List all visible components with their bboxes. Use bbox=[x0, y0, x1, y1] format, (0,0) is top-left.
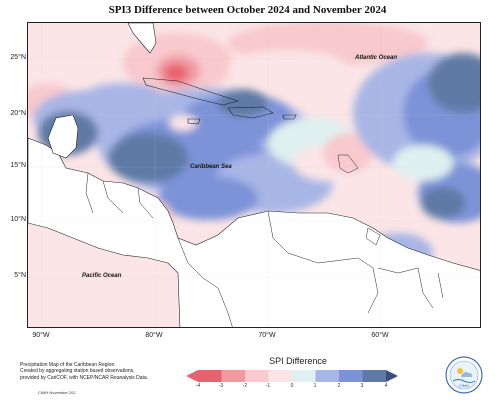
legend-tick: -3 bbox=[218, 383, 224, 389]
spi-map bbox=[27, 22, 481, 328]
legend-swatch-3 bbox=[268, 370, 292, 382]
lat-label-10n: 10°N bbox=[10, 216, 26, 223]
lat-label-15n: 15°N bbox=[10, 162, 26, 169]
logo-text: CIMH bbox=[459, 383, 469, 388]
spi-map-svg bbox=[28, 23, 480, 327]
legend-tick: 4 bbox=[384, 383, 388, 389]
legend-swatch-6 bbox=[339, 370, 363, 382]
lon-label-90w: 90°W bbox=[32, 332, 50, 339]
legend-tick: -2 bbox=[242, 383, 248, 389]
map-footnote: Precipitation Map of the Caribbean Regio… bbox=[20, 362, 190, 381]
label-pacific-ocean: Pacific Ocean bbox=[82, 273, 122, 279]
legend-swatch-7 bbox=[362, 370, 386, 382]
lon-label-70w: 70°W bbox=[258, 332, 276, 339]
legend-ticks: -4 -3 -2 -1 0 1 2 3 4 bbox=[0, 383, 495, 393]
legend-tick: 3 bbox=[360, 383, 364, 389]
legend-title: SPI Difference bbox=[269, 356, 327, 366]
lon-label-60w: 60°W bbox=[371, 332, 389, 339]
footnote-line-2: Created by aggregating station based obs… bbox=[20, 368, 135, 375]
label-atlantic-ocean: Atlantic Ocean bbox=[355, 55, 398, 61]
legend-arrow-left bbox=[186, 370, 198, 382]
lon-label-80w: 80°W bbox=[145, 332, 163, 339]
footnote-line-1: Precipitation Map of the Caribbean Regio… bbox=[20, 362, 116, 368]
graticule bbox=[28, 23, 480, 327]
legend-tick: -1 bbox=[265, 383, 271, 389]
footnote-line-3: provided by CariCOF, with NCEP/NCAR Rean… bbox=[20, 374, 149, 381]
color-legend bbox=[186, 370, 398, 382]
legend-swatch-1 bbox=[221, 370, 245, 382]
legend-swatch-2 bbox=[245, 370, 269, 382]
map-credit: CIMH November 202 bbox=[38, 390, 76, 395]
cimh-logo-icon: CIMH bbox=[445, 356, 483, 394]
legend-tick: 1 bbox=[313, 383, 317, 389]
map-title: SPI3 Difference between October 2024 and… bbox=[108, 4, 387, 16]
legend-swatch-0 bbox=[198, 370, 222, 382]
label-caribbean-sea: Caribbean Sea bbox=[190, 164, 232, 170]
legend-swatch-5 bbox=[315, 370, 339, 382]
lat-label-5n: 5°N bbox=[14, 272, 26, 279]
legend-tick: 2 bbox=[337, 383, 341, 389]
legend-tick: -4 bbox=[195, 383, 201, 389]
legend-tick: 0 bbox=[290, 383, 294, 389]
lat-label-20n: 20°N bbox=[10, 110, 26, 117]
borders bbox=[85, 172, 444, 327]
legend-arrow-right bbox=[386, 370, 398, 382]
landmass bbox=[28, 23, 480, 327]
legend-swatch-4 bbox=[292, 370, 316, 382]
lat-label-25n: 25°N bbox=[10, 54, 26, 61]
